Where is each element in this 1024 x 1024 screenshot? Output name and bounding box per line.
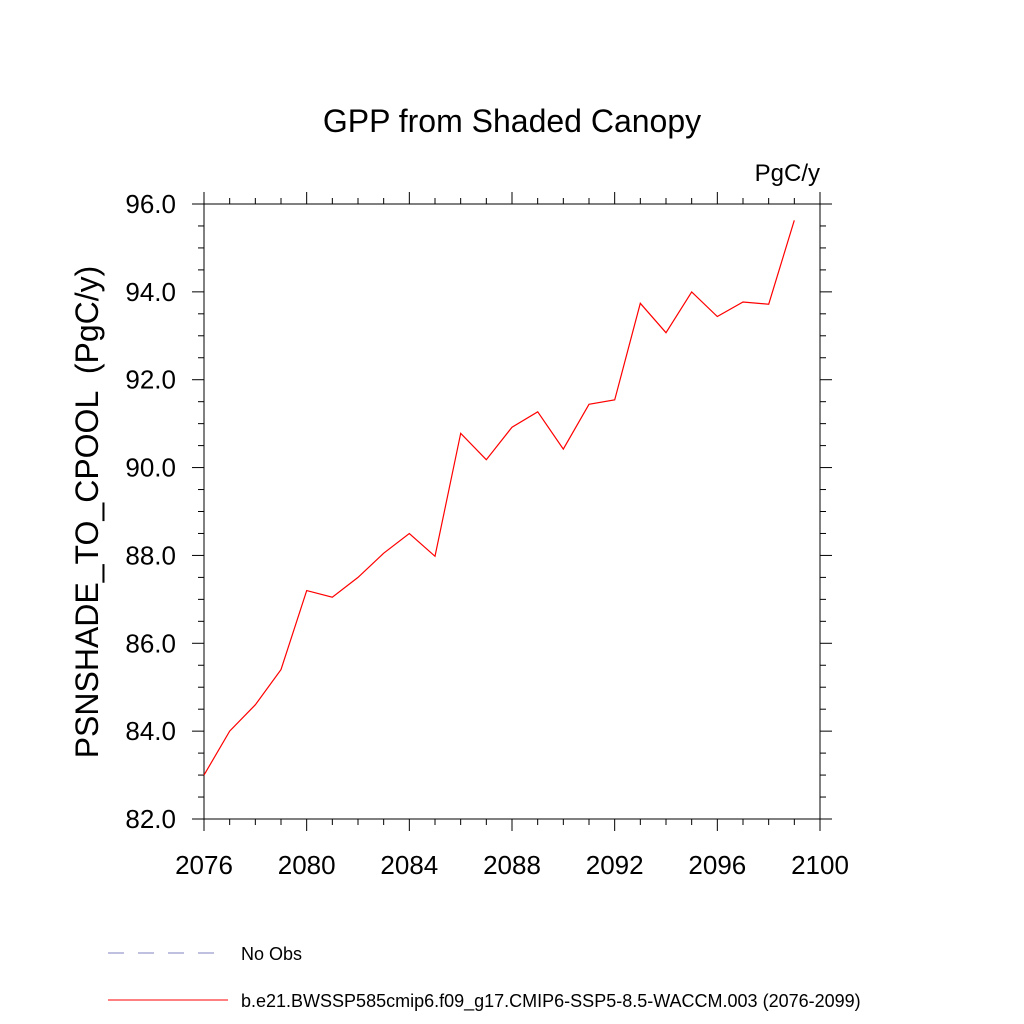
- plot-frame: [203, 203, 821, 820]
- legend-label: No Obs: [241, 944, 302, 964]
- axis-tick-labels: 2076 2080 2084 2088 2092 2096 2100 82.0 84.0 86.0…: [125, 189, 849, 880]
- y-tick-label: 90.0: [125, 453, 176, 483]
- x-tick-label: 2100: [791, 850, 849, 880]
- axis-ticks: [192, 192, 832, 831]
- x-tick-label: 2076: [175, 850, 233, 880]
- y-axis-label: PSNSHADE_TO_CPOOL (PgC/y): [69, 266, 105, 759]
- y-tick-label: 82.0: [125, 804, 176, 834]
- units-label: PgC/y: [755, 160, 820, 187]
- chart-title: GPP from Shaded Canopy: [323, 103, 701, 139]
- y-tick-label: 86.0: [125, 628, 176, 658]
- x-tick-label: 2096: [688, 850, 746, 880]
- x-tick-label: 2084: [380, 850, 438, 880]
- y-tick-label: 84.0: [125, 716, 176, 746]
- legend: No Obs b.e21.BWSSP585cmip6.f09_g17.CMIP6-…: [108, 944, 861, 1012]
- series-group: [203, 220, 795, 776]
- x-tick-label: 2088: [483, 850, 541, 880]
- series-line: [203, 220, 795, 776]
- y-tick-label: 94.0: [125, 277, 176, 307]
- y-tick-label: 96.0: [125, 189, 176, 219]
- y-tick-label: 92.0: [125, 365, 176, 395]
- x-tick-label: 2080: [278, 850, 336, 880]
- y-tick-label: 88.0: [125, 540, 176, 570]
- legend-label: b.e21.BWSSP585cmip6.f09_g17.CMIP6-SSP5-8…: [241, 991, 861, 1012]
- x-tick-label: 2092: [586, 850, 644, 880]
